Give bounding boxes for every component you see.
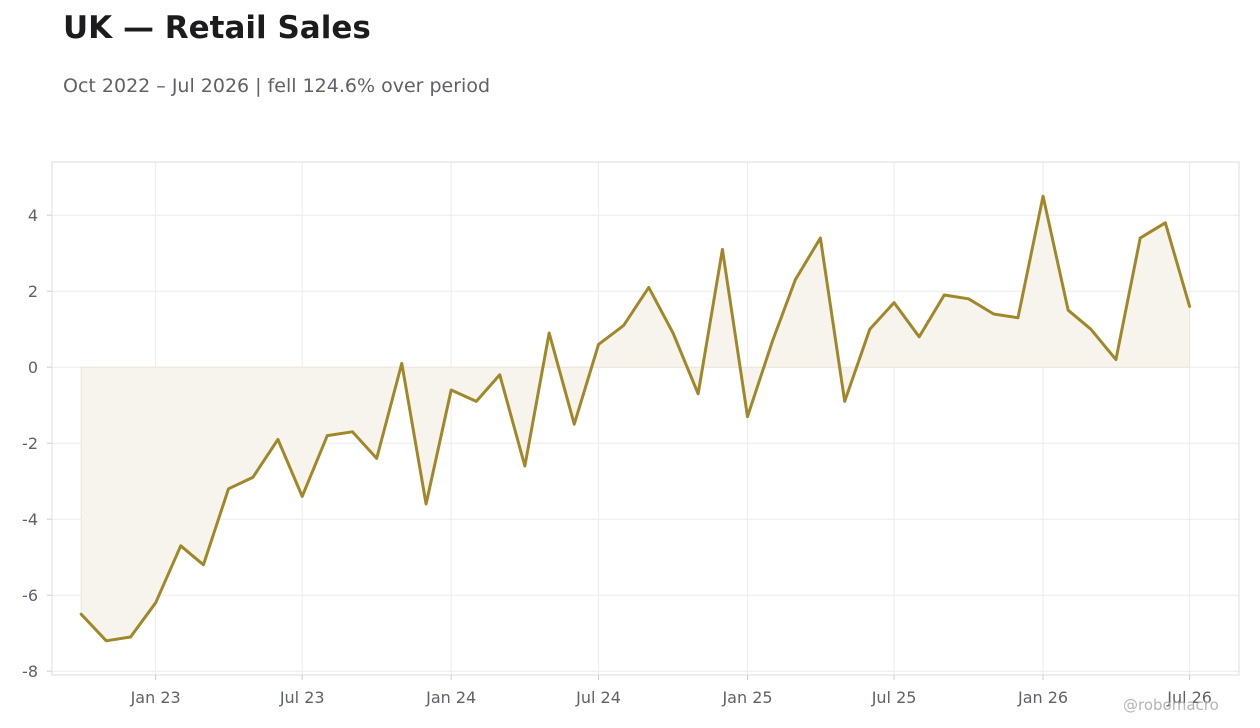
tick-layer: -8 -6 -4 -2 0 2 4 Jan 23 Jul 23 Jan 24 Jul 24 Jan 2… <box>22 206 1212 707</box>
frame-layer <box>51 161 1240 676</box>
x-tick-label: Jul 26 <box>1166 688 1212 707</box>
series-line <box>79 194 1192 643</box>
x-tick-label: Jul 24 <box>575 688 621 707</box>
x-tick-label: Jan 23 <box>130 688 181 707</box>
y-tick-label: 0 <box>28 358 38 377</box>
chart-subtitle: Oct 2022 – Jul 2026 | fell 124.6% over p… <box>63 75 491 97</box>
y-tick-label: 4 <box>28 206 38 225</box>
y-tick-label: -2 <box>22 434 38 453</box>
y-tick-label: -6 <box>22 586 38 605</box>
area-layer <box>80 196 1191 641</box>
x-tick-label: Jan 25 <box>721 688 772 707</box>
chart-title: UK — Retail Sales <box>63 10 371 46</box>
y-tick-label: -8 <box>22 662 38 681</box>
y-tick-label: 2 <box>28 282 38 301</box>
y-tick-label: -4 <box>22 510 38 529</box>
series-area-fill <box>81 196 1190 641</box>
watermark: @robomacro <box>1123 696 1219 714</box>
plot-frame <box>51 161 1240 676</box>
x-tick-label: Jan 26 <box>1017 688 1068 707</box>
x-tick-label: Jul 25 <box>871 688 917 707</box>
x-tick-label: Jan 24 <box>425 688 476 707</box>
line-layer <box>79 194 1192 643</box>
x-tick-label: Jul 23 <box>279 688 325 707</box>
